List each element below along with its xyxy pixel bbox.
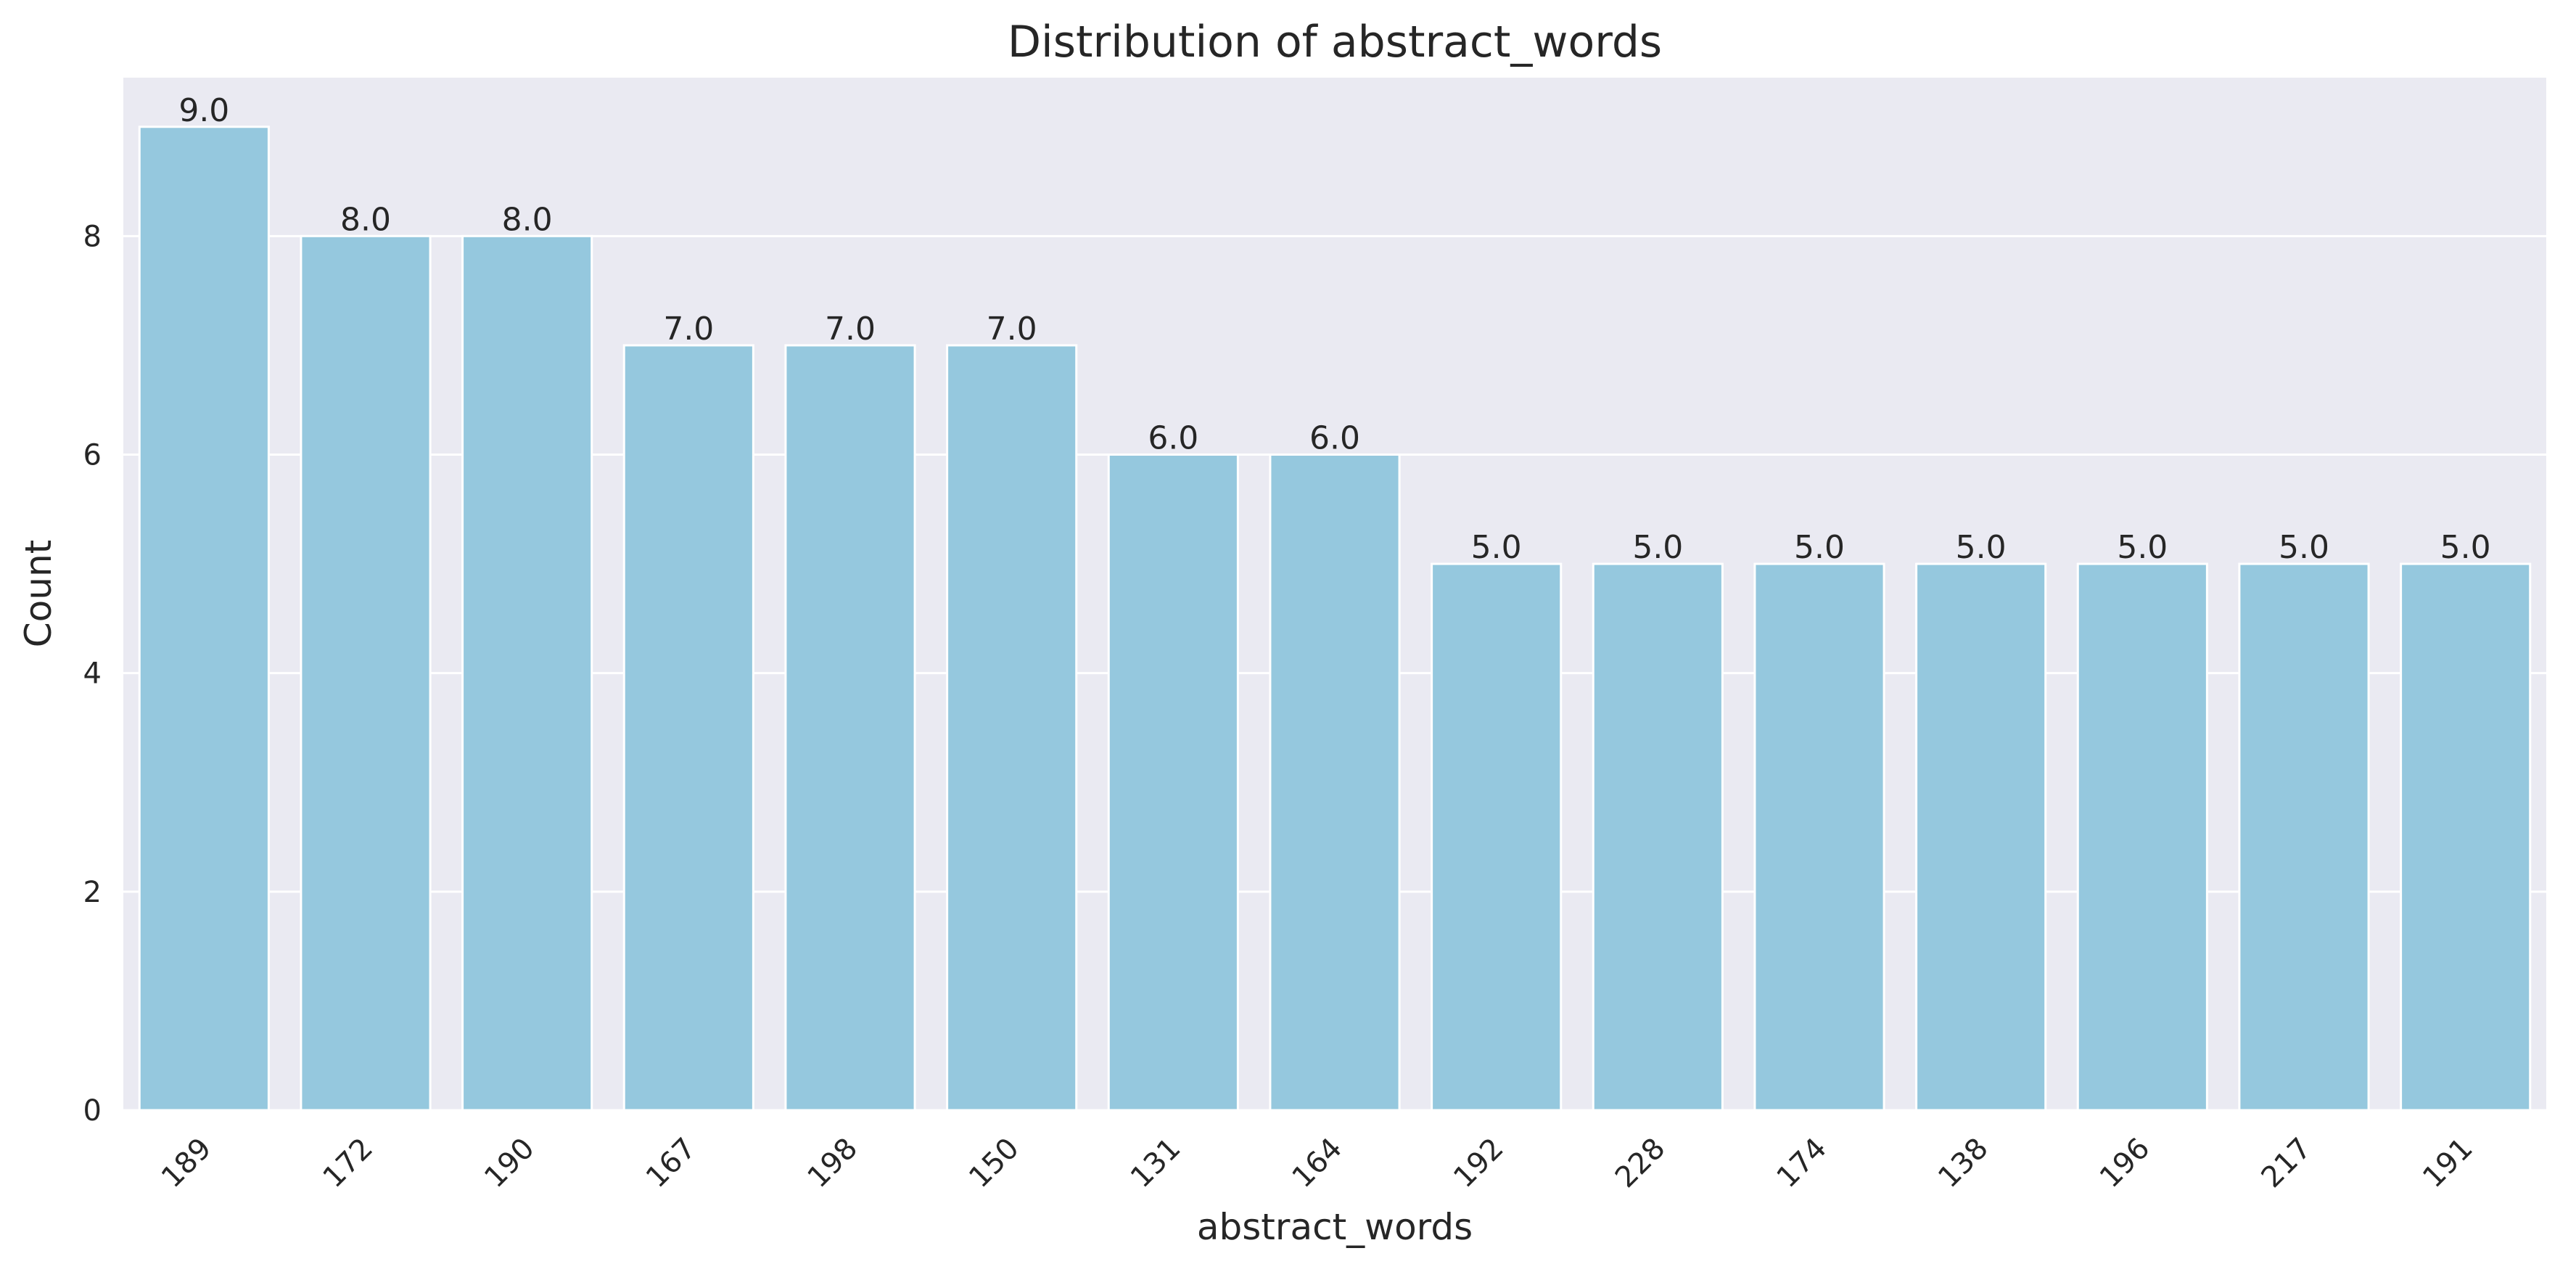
x-tick-label: 196 bbox=[2094, 1132, 2157, 1195]
bar bbox=[1917, 564, 2046, 1110]
x-tick-label: 164 bbox=[1286, 1132, 1349, 1195]
data-label: 8.0 bbox=[340, 201, 391, 238]
x-tick-label: 174 bbox=[1771, 1132, 1834, 1195]
bar bbox=[1108, 455, 1238, 1110]
y-tick-labels: 0 2 4 6 8 bbox=[83, 220, 102, 1128]
x-tick-label: 198 bbox=[802, 1132, 865, 1195]
bar bbox=[301, 236, 430, 1110]
bar bbox=[1432, 564, 1561, 1110]
x-tick-label: 131 bbox=[1124, 1132, 1188, 1195]
data-label: 8.0 bbox=[502, 201, 553, 238]
data-label: 7.0 bbox=[663, 311, 714, 348]
bar bbox=[1270, 455, 1399, 1110]
data-label: 5.0 bbox=[1794, 529, 1845, 566]
x-tick-labels: 189 172 190 167 198 150 131 164 192 228 174 138 196 2… bbox=[155, 1132, 2480, 1195]
x-tick-label: 217 bbox=[2255, 1132, 2318, 1195]
bar bbox=[1593, 564, 1722, 1110]
x-tick-label: 191 bbox=[2416, 1132, 2480, 1195]
x-tick-label: 150 bbox=[963, 1132, 1026, 1195]
x-tick-label: 189 bbox=[155, 1132, 218, 1195]
bar bbox=[1755, 564, 1884, 1110]
x-tick-label: 190 bbox=[478, 1132, 541, 1195]
data-label: 5.0 bbox=[2279, 529, 2329, 566]
x-tick-label: 138 bbox=[1932, 1132, 1995, 1195]
y-tick-label: 2 bbox=[83, 876, 102, 909]
x-tick-label: 192 bbox=[1447, 1132, 1510, 1195]
y-tick-label: 8 bbox=[83, 220, 102, 253]
bar bbox=[624, 345, 753, 1110]
data-label: 7.0 bbox=[987, 311, 1037, 348]
y-tick-label: 4 bbox=[83, 657, 102, 691]
data-label: 6.0 bbox=[1148, 420, 1198, 457]
y-tick-label: 0 bbox=[83, 1094, 102, 1128]
chart-title: Distribution of abstract_words bbox=[1008, 17, 1662, 67]
bar bbox=[2401, 564, 2530, 1110]
bar bbox=[947, 345, 1077, 1110]
data-label: 7.0 bbox=[825, 311, 876, 348]
data-label: 5.0 bbox=[2440, 529, 2491, 566]
x-tick-label: 172 bbox=[317, 1132, 380, 1195]
bar bbox=[786, 345, 915, 1110]
bar bbox=[463, 236, 592, 1110]
data-label: 5.0 bbox=[1956, 529, 2007, 566]
bar bbox=[139, 127, 268, 1110]
x-tick-label: 167 bbox=[640, 1132, 703, 1195]
x-axis-label: abstract_words bbox=[1197, 1206, 1473, 1248]
data-label: 5.0 bbox=[1632, 529, 1683, 566]
data-label: 6.0 bbox=[1309, 420, 1360, 457]
bar bbox=[2078, 564, 2207, 1110]
data-label: 9.0 bbox=[178, 92, 229, 129]
data-label: 5.0 bbox=[1471, 529, 1522, 566]
bar bbox=[2239, 564, 2369, 1110]
x-tick-label: 228 bbox=[1609, 1132, 1672, 1195]
y-tick-label: 6 bbox=[83, 439, 102, 472]
y-axis-label: Count bbox=[17, 540, 59, 648]
data-label: 5.0 bbox=[2117, 529, 2168, 566]
